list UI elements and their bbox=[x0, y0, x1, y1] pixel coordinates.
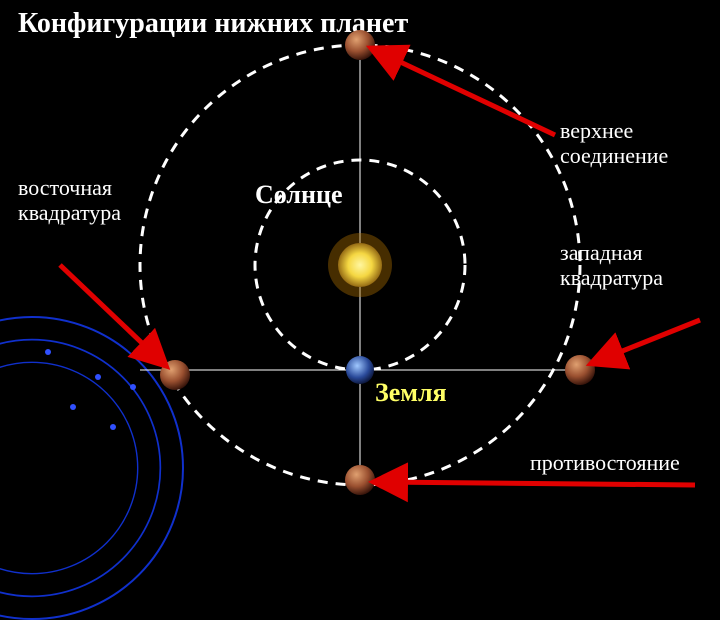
arrow-to-west-quad bbox=[595, 320, 700, 362]
sun-icon bbox=[338, 243, 382, 287]
text-line: соединение bbox=[560, 143, 668, 168]
text-line: западная bbox=[560, 240, 643, 265]
text-line: восточная bbox=[18, 175, 112, 200]
text-line: квадратура bbox=[560, 265, 663, 290]
planet-west-quad bbox=[565, 355, 595, 385]
planet-opposition bbox=[345, 465, 375, 495]
earth-icon bbox=[346, 356, 374, 384]
east-quadrature-label: восточная квадратура bbox=[18, 175, 121, 226]
text-line: квадратура bbox=[18, 200, 121, 225]
text-line: верхнее bbox=[560, 118, 633, 143]
arrow-to-superior bbox=[375, 50, 555, 135]
arrow-to-east-quad bbox=[60, 265, 163, 363]
earth-label: Земля bbox=[375, 378, 447, 408]
arrow-to-opposition bbox=[378, 482, 695, 485]
planet-superior bbox=[345, 30, 375, 60]
west-quadrature-label: западная квадратура bbox=[560, 240, 663, 291]
opposition-label: противостояние bbox=[530, 450, 680, 475]
sun-label: Солнце bbox=[255, 180, 343, 210]
planet-east-quad bbox=[160, 360, 190, 390]
superior-conjunction-label: верхнее соединение bbox=[560, 118, 668, 169]
